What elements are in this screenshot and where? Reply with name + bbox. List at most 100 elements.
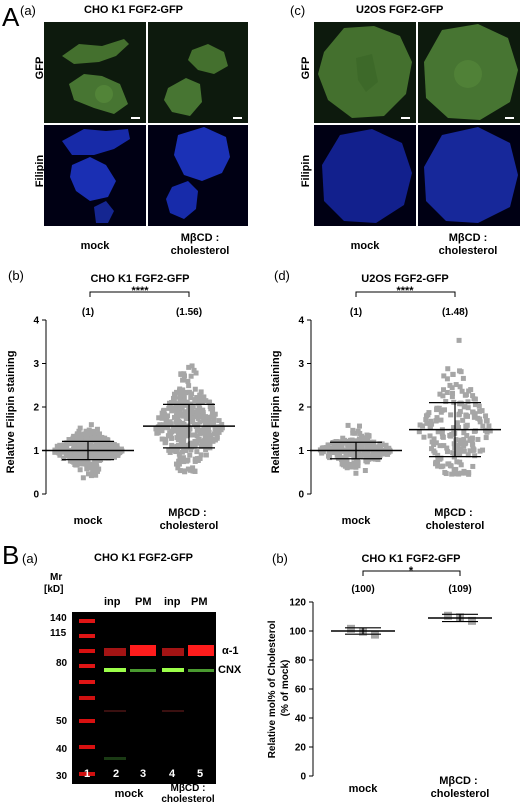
y-tick-label: 3 [33, 359, 39, 370]
data-point [364, 439, 370, 445]
data-point [76, 440, 82, 446]
data-point [441, 387, 447, 393]
data-point [182, 469, 188, 475]
data-point [78, 438, 84, 444]
data-point [110, 452, 116, 458]
data-point [99, 443, 105, 449]
data-point [465, 399, 471, 405]
data-point [450, 390, 456, 396]
data-point [472, 453, 478, 459]
data-point [64, 440, 70, 446]
data-point [448, 412, 454, 418]
data-point [115, 451, 121, 457]
group-bracket-mbcd [161, 783, 213, 784]
blot-title: CHO K1 FGF2-GFP [94, 552, 194, 564]
data-point [467, 436, 473, 442]
data-point [432, 450, 438, 456]
data-point [211, 431, 217, 437]
data-point [357, 430, 363, 436]
data-point [423, 413, 429, 419]
data-point [77, 425, 83, 431]
data-point [205, 433, 211, 439]
data-point [339, 442, 345, 448]
group-annotation-mbcd: (1.56) [176, 307, 202, 318]
data-point [205, 436, 211, 442]
data-point [211, 422, 217, 428]
data-point [92, 435, 98, 441]
data-point [93, 472, 99, 478]
data-point [169, 429, 175, 435]
data-point [382, 451, 388, 457]
condition-label-mock-c: mock [350, 240, 380, 252]
lane-number-2: 2 [113, 768, 120, 780]
data-point [448, 463, 454, 469]
data-point [348, 451, 354, 457]
cell-image [424, 127, 518, 223]
data-point [450, 450, 456, 456]
data-point [67, 458, 73, 464]
data-point [440, 434, 446, 440]
data-point [338, 445, 344, 451]
data-point [207, 440, 213, 446]
data-point [168, 433, 174, 439]
x-category-mbcd-line2: cholesterol [431, 788, 490, 800]
data-point [71, 442, 77, 448]
data-point [191, 414, 197, 420]
blot-group-mbcd: MβCD : cholesterol [161, 783, 215, 805]
data-point [463, 392, 469, 398]
significance-stars: **** [131, 285, 149, 297]
group-annotation-mbcd: (1.48) [442, 307, 468, 318]
y-tick-label: 40 [295, 714, 307, 725]
data-point [71, 459, 77, 465]
data-point [170, 398, 176, 404]
data-point [358, 442, 364, 448]
data-point [59, 444, 65, 450]
data-point [202, 434, 208, 440]
data-point [460, 417, 466, 423]
data-point [434, 415, 440, 421]
data-point [454, 459, 460, 465]
data-point [166, 447, 172, 453]
data-point [188, 447, 194, 453]
scatter-chart-u2os: U2OS FGF2-GFP **** (1) (1.48) Relative F… [270, 273, 501, 532]
data-point [91, 446, 97, 452]
data-point [325, 442, 331, 448]
data-point [188, 415, 194, 421]
data-point [435, 452, 441, 458]
data-point [457, 368, 463, 374]
cell-image [318, 26, 412, 118]
y-axis-label: Relative Filipin staining [270, 351, 282, 474]
data-point [472, 402, 478, 408]
data-point [433, 440, 439, 446]
data-point [486, 423, 492, 429]
data-point [451, 467, 457, 473]
data-point [475, 415, 481, 421]
scale-bar [131, 117, 140, 119]
data-point [111, 442, 117, 448]
data-point [445, 461, 451, 467]
x-category-mbcd-line2: cholesterol [426, 520, 485, 532]
data-point [198, 452, 204, 458]
cell-image [62, 39, 129, 114]
data-point [198, 394, 204, 400]
data-point [429, 446, 435, 452]
data-point [57, 452, 63, 458]
data-point [192, 443, 198, 449]
data-point [447, 432, 453, 438]
data-point [162, 412, 168, 418]
cell-image [62, 129, 130, 223]
data-point [181, 395, 187, 401]
chart-title: CHO K1 FGF2-GFP [90, 273, 189, 285]
blot-bands [79, 619, 214, 776]
data-point [463, 412, 469, 418]
data-point [330, 440, 336, 446]
data-point [202, 417, 208, 423]
lane-number-1: 1 [84, 768, 91, 780]
data-point [118, 446, 124, 452]
data-point [83, 442, 89, 448]
data-point [197, 406, 203, 412]
data-point [99, 434, 105, 440]
data-point [450, 371, 456, 377]
row-label-filipin-c: Filipin [300, 154, 312, 188]
data-point [460, 375, 466, 381]
